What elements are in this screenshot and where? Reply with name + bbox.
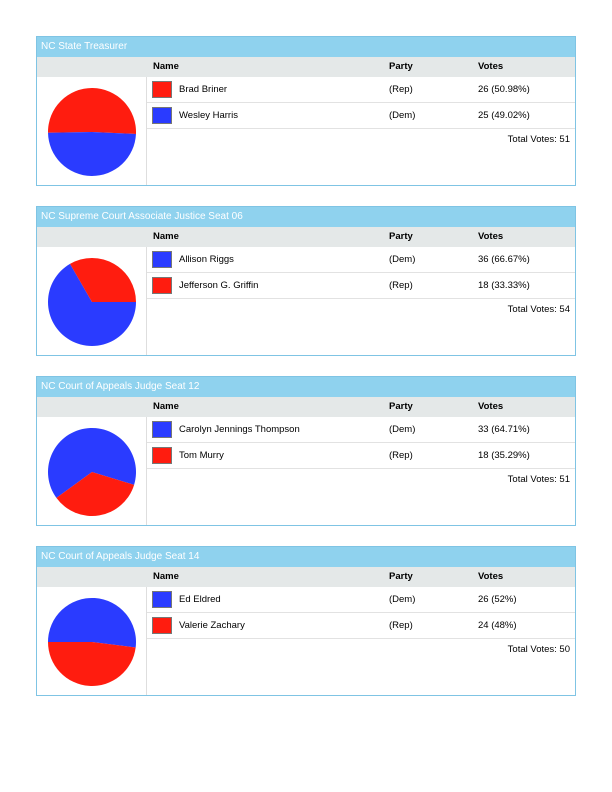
candidate-row: Wesley Harris (Dem) 25 (49.02%) xyxy=(147,103,575,129)
party-color-swatch xyxy=(152,277,172,294)
pie-chart-panel xyxy=(37,247,147,355)
column-header-name: Name xyxy=(153,231,179,242)
party-color-swatch xyxy=(152,617,172,634)
total-votes: Total Votes: 54 xyxy=(507,304,570,315)
candidate-row: Ed Eldred (Dem) 26 (52%) xyxy=(147,587,575,613)
race-panel: NC Court of Appeals Judge Seat 12 Name Par… xyxy=(36,376,576,526)
pie-slice xyxy=(47,428,136,498)
column-header-party: Party xyxy=(389,401,413,412)
candidate-name: Allison Riggs xyxy=(179,254,234,265)
pie-chart xyxy=(47,428,136,517)
column-header-votes: Votes xyxy=(478,61,504,72)
candidate-party: (Rep) xyxy=(389,84,413,95)
race-title: NC State Treasurer xyxy=(37,37,575,57)
pie-slice xyxy=(48,132,136,176)
column-header-votes: Votes xyxy=(478,231,504,242)
candidate-row: Brad Briner (Rep) 26 (50.98%) xyxy=(147,77,575,103)
party-color-swatch xyxy=(152,421,172,438)
candidate-party: (Rep) xyxy=(389,620,413,631)
column-header-row: Name Party Votes xyxy=(37,567,575,587)
column-header-party: Party xyxy=(389,571,413,582)
race-title: NC Supreme Court Associate Justice Seat … xyxy=(37,207,575,227)
candidate-votes: 24 (48%) xyxy=(478,620,517,631)
candidate-name: Tom Murry xyxy=(179,450,224,461)
pie-slice xyxy=(70,257,136,302)
candidate-party: (Dem) xyxy=(389,424,416,435)
candidate-votes: 26 (50.98%) xyxy=(478,84,530,95)
column-header-votes: Votes xyxy=(478,571,504,582)
party-color-swatch xyxy=(152,81,172,98)
candidate-row: Valerie Zachary (Rep) 24 (48%) xyxy=(147,613,575,639)
candidate-votes: 33 (64.71%) xyxy=(478,424,530,435)
pie-slice xyxy=(56,472,135,517)
column-header-name: Name xyxy=(153,401,179,412)
race-panel: NC Supreme Court Associate Justice Seat … xyxy=(36,206,576,356)
pie-slice xyxy=(48,642,136,686)
pie-slice xyxy=(47,263,136,346)
candidate-votes: 18 (35.29%) xyxy=(478,450,530,461)
party-color-swatch xyxy=(152,251,172,268)
candidate-name: Brad Briner xyxy=(179,84,228,95)
candidate-party: (Dem) xyxy=(389,594,416,605)
column-header-party: Party xyxy=(389,61,413,72)
candidate-row: Jefferson G. Griffin (Rep) 18 (33.33%) xyxy=(147,273,575,299)
total-votes: Total Votes: 51 xyxy=(507,134,570,145)
candidate-votes: 36 (66.67%) xyxy=(478,254,530,265)
column-header-row: Name Party Votes xyxy=(37,57,575,77)
party-color-swatch xyxy=(152,591,172,608)
race-title: NC Court of Appeals Judge Seat 14 xyxy=(37,547,575,567)
candidate-votes: 25 (49.02%) xyxy=(478,110,530,121)
race-panel: NC Court of Appeals Judge Seat 14 Name Par… xyxy=(36,546,576,696)
pie-chart xyxy=(47,257,136,346)
pie-chart-panel xyxy=(37,417,147,525)
candidate-party: (Dem) xyxy=(389,110,416,121)
candidate-name: Wesley Harris xyxy=(179,110,238,121)
party-color-swatch xyxy=(152,447,172,464)
race-title: NC Court of Appeals Judge Seat 12 xyxy=(37,377,575,397)
column-header-row: Name Party Votes xyxy=(37,227,575,247)
pie-chart-panel xyxy=(37,587,147,695)
candidate-party: (Rep) xyxy=(389,450,413,461)
candidate-votes: 26 (52%) xyxy=(478,594,517,605)
column-header-votes: Votes xyxy=(478,401,504,412)
candidate-row: Carolyn Jennings Thompson (Dem) 33 (64.71%… xyxy=(147,417,575,443)
candidate-name: Jefferson G. Griffin xyxy=(179,280,259,291)
candidate-name: Ed Eldred xyxy=(179,594,221,605)
race-panel: NC State Treasurer Name Party Votes Brad Bri… xyxy=(36,36,576,186)
pie-slice xyxy=(47,597,136,648)
candidate-row: Allison Riggs (Dem) 36 (66.67%) xyxy=(147,247,575,273)
pie-slice xyxy=(48,87,137,134)
pie-chart-panel xyxy=(37,77,147,185)
candidate-name: Carolyn Jennings Thompson xyxy=(179,424,300,435)
column-header-row: Name Party Votes xyxy=(37,397,575,417)
total-votes: Total Votes: 50 xyxy=(507,644,570,655)
candidate-name: Valerie Zachary xyxy=(179,620,245,631)
candidate-party: (Dem) xyxy=(389,254,416,265)
pie-chart xyxy=(48,87,137,176)
column-header-name: Name xyxy=(153,571,179,582)
candidate-row: Tom Murry (Rep) 18 (35.29%) xyxy=(147,443,575,469)
total-votes: Total Votes: 51 xyxy=(507,474,570,485)
candidate-votes: 18 (33.33%) xyxy=(478,280,530,291)
pie-chart xyxy=(47,597,136,686)
party-color-swatch xyxy=(152,107,172,124)
column-header-party: Party xyxy=(389,231,413,242)
column-header-name: Name xyxy=(153,61,179,72)
candidate-party: (Rep) xyxy=(389,280,413,291)
